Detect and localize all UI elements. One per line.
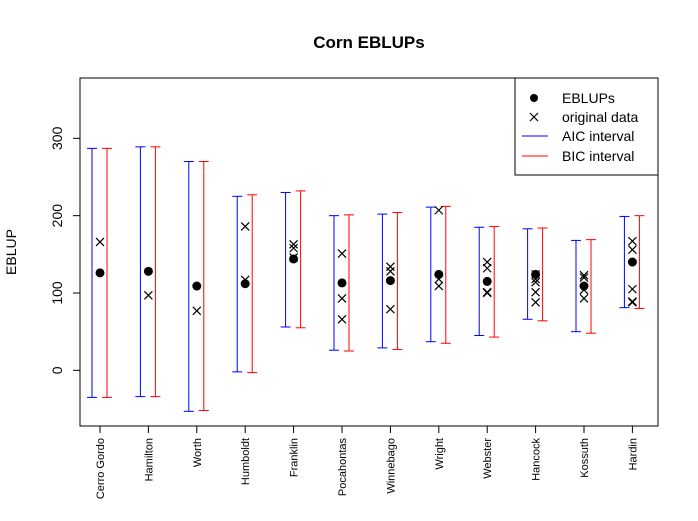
legend-x-marker xyxy=(529,112,539,122)
eblup-point xyxy=(337,278,347,288)
x-tick-label: Hancock xyxy=(531,438,543,481)
eblup-point xyxy=(579,281,589,291)
eblup-point xyxy=(240,279,250,289)
x-tick-label: Worth xyxy=(192,438,204,467)
x-tick-label: Hardin xyxy=(627,438,639,470)
original-data-point xyxy=(482,263,492,273)
eblup-point xyxy=(143,266,153,276)
original-data-point xyxy=(143,290,153,300)
original-data-point xyxy=(385,262,395,272)
eblup-point xyxy=(95,268,105,278)
x-tick-label: Pocahontas xyxy=(337,438,349,497)
y-axis: 0 100 200 300 xyxy=(49,126,81,374)
original-data-point xyxy=(337,314,347,324)
eblup-point xyxy=(434,269,444,279)
original-data-point xyxy=(240,222,250,231)
original-data-point xyxy=(385,266,395,276)
x-axis: Cerro Gordo Hamilton Worth Humboldt Franklin… xyxy=(95,425,639,499)
original-data-point xyxy=(482,288,492,298)
y-tick-label: 300 xyxy=(49,126,65,150)
eblup-point xyxy=(531,269,541,279)
x-tick-label: Humboldt xyxy=(240,438,252,485)
original-data-point xyxy=(579,293,589,303)
eblup-point xyxy=(627,257,637,267)
original-data-point xyxy=(531,277,541,287)
legend-original-data: original data xyxy=(562,109,638,125)
y-tick-label: 200 xyxy=(49,204,65,228)
x-tick-label: Hamilton xyxy=(143,438,155,481)
y-tick-label: 0 xyxy=(49,366,65,374)
x-tick-label: Kossuth xyxy=(579,438,591,478)
original-data-point xyxy=(434,205,444,215)
original-data-point xyxy=(95,237,105,247)
original-data-point xyxy=(579,270,589,280)
original-data-point xyxy=(627,297,637,307)
original-data-point xyxy=(289,239,299,249)
original-data-point xyxy=(531,297,541,307)
y-tick-label: 100 xyxy=(49,281,65,305)
legend: EBLUPs original data AIC interval BIC in… xyxy=(514,77,659,176)
original-data-point xyxy=(627,245,637,255)
eblup-point xyxy=(385,276,395,286)
original-data-point xyxy=(337,249,347,258)
data-points xyxy=(95,205,637,324)
original-data-point xyxy=(289,243,299,253)
legend-box xyxy=(514,77,659,176)
interval-bars xyxy=(87,146,645,412)
eblup-point xyxy=(289,254,299,264)
y-axis-label: EBLUP xyxy=(3,229,19,275)
original-data-point xyxy=(627,284,637,294)
x-tick-label: Winnebago xyxy=(385,438,397,494)
original-data-point xyxy=(531,287,541,297)
legend-bic-interval: BIC interval xyxy=(562,148,634,164)
eblup-point xyxy=(192,281,202,291)
original-data-point xyxy=(482,257,492,267)
original-data-point xyxy=(337,293,347,303)
x-tick-label: Webster xyxy=(482,438,494,479)
original-data-point xyxy=(385,304,395,314)
eblup-point xyxy=(482,276,492,286)
chart-title: Corn EBLUPs xyxy=(313,33,424,52)
legend-eblups: EBLUPs xyxy=(562,90,615,106)
original-data-point xyxy=(434,281,444,291)
legend-aic-interval: AIC interval xyxy=(562,128,634,144)
legend-eblup-marker xyxy=(530,94,538,102)
original-data-point xyxy=(579,273,589,282)
original-data-point xyxy=(627,236,637,246)
x-tick-label: Wright xyxy=(434,438,446,470)
original-data-point xyxy=(192,306,202,316)
x-tick-label: Franklin xyxy=(289,438,301,477)
x-tick-label: Cerro Gordo xyxy=(95,438,107,499)
